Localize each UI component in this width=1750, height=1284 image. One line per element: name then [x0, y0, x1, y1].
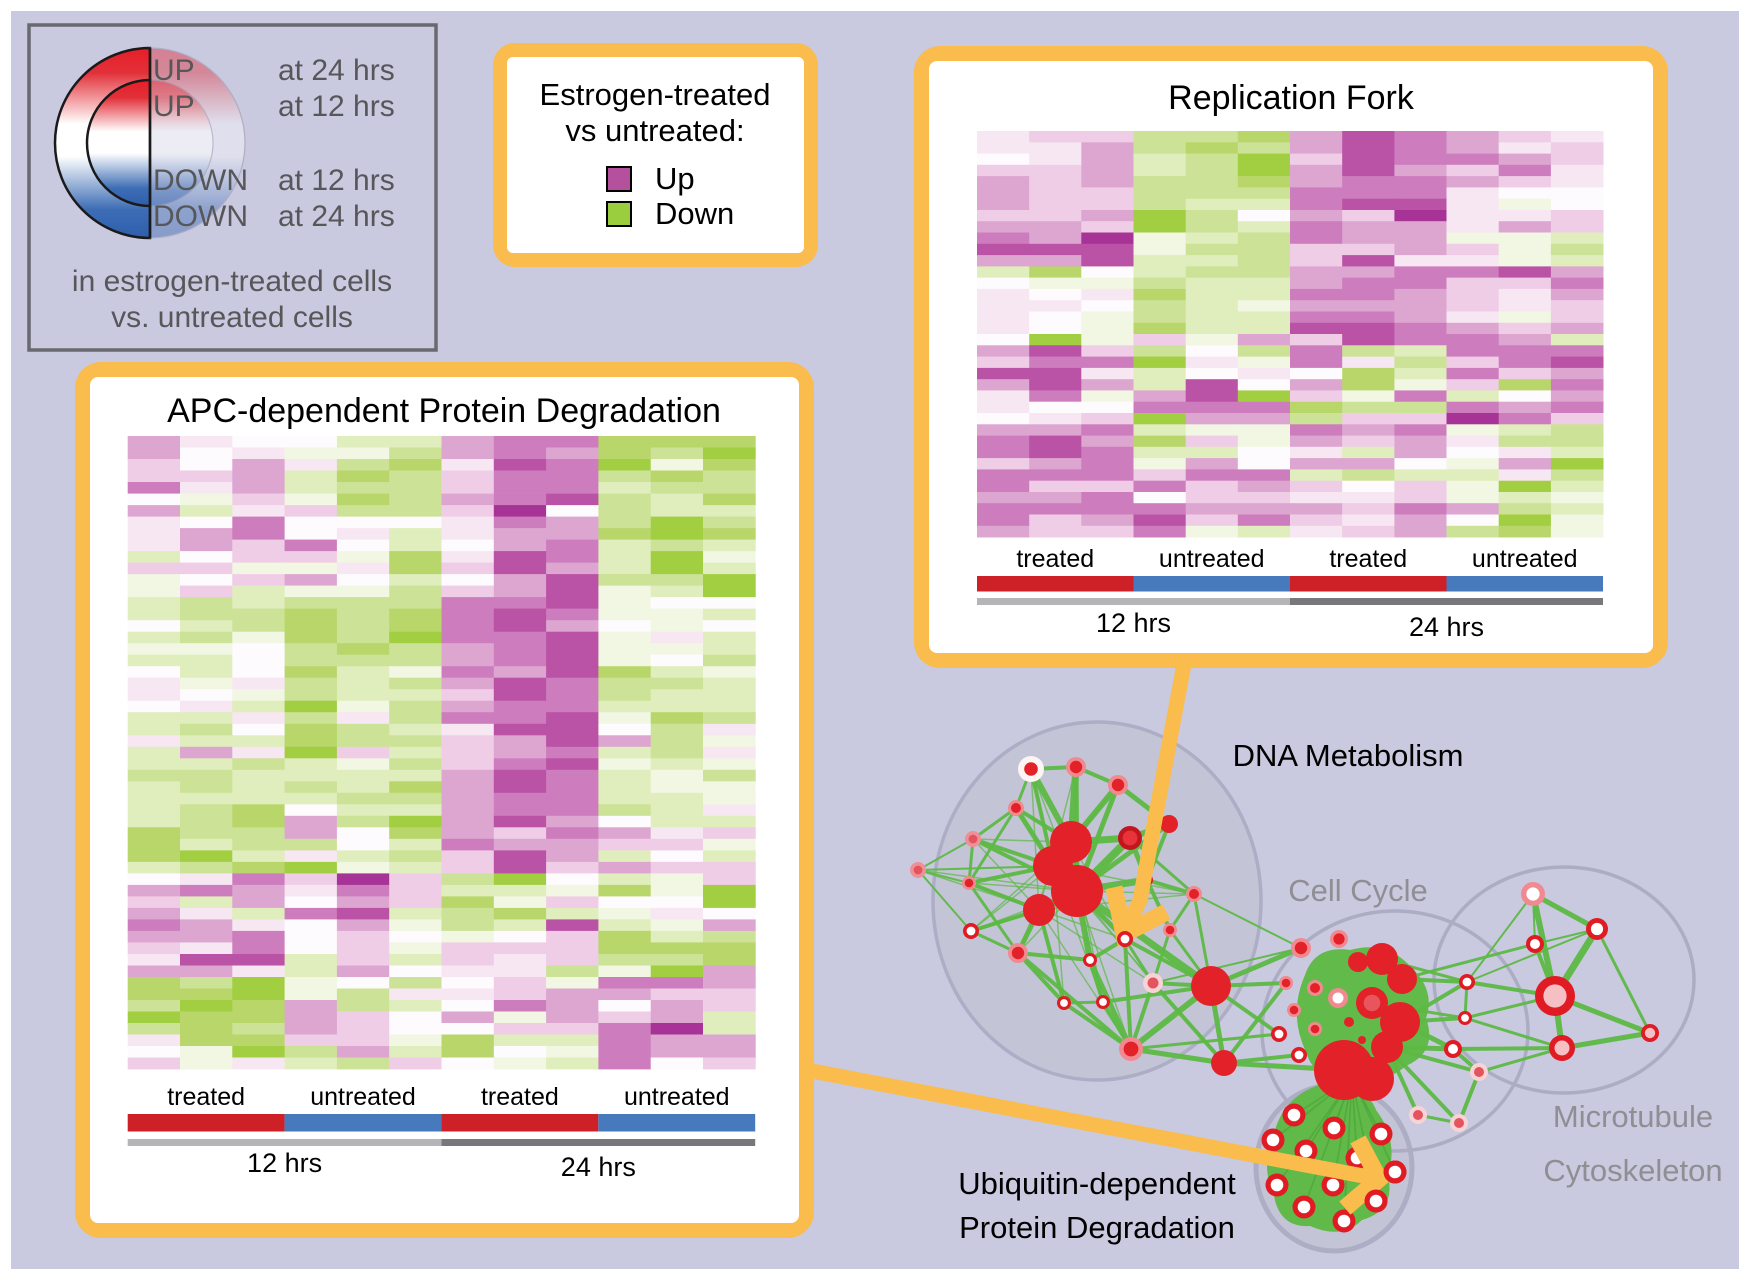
svg-text:treated: treated: [1329, 545, 1407, 573]
svg-text:Ubiquitin-dependent: Ubiquitin-dependent: [958, 1166, 1236, 1201]
svg-text:Up: Up: [655, 161, 695, 196]
svg-text:Protein Degradation: Protein Degradation: [959, 1210, 1235, 1245]
svg-text:at 12 hrs: at 12 hrs: [278, 164, 395, 197]
svg-text:untreated: untreated: [1472, 545, 1578, 573]
svg-text:UP: UP: [153, 54, 195, 87]
svg-text:24 hrs: 24 hrs: [1409, 612, 1484, 642]
svg-text:at 24 hrs: at 24 hrs: [278, 54, 395, 87]
svg-text:DOWN: DOWN: [153, 200, 248, 233]
svg-text:at 24 hrs: at 24 hrs: [278, 200, 395, 233]
svg-text:treated: treated: [167, 1083, 245, 1111]
svg-text:Replication Fork: Replication Fork: [1168, 79, 1415, 117]
svg-text:treated: treated: [1016, 545, 1094, 573]
svg-text:Cytoskeleton: Cytoskeleton: [1543, 1153, 1722, 1188]
svg-text:DNA Metabolism: DNA Metabolism: [1233, 738, 1464, 773]
svg-text:DOWN: DOWN: [153, 164, 248, 197]
svg-text:Estrogen-treated: Estrogen-treated: [540, 77, 771, 112]
svg-text:UP: UP: [153, 90, 195, 123]
svg-text:APC-dependent Protein Degradat: APC-dependent Protein Degradation: [167, 392, 721, 430]
svg-text:24 hrs: 24 hrs: [561, 1152, 636, 1182]
svg-text:treated: treated: [481, 1083, 559, 1111]
svg-text:untreated: untreated: [1159, 545, 1265, 573]
svg-text:in estrogen-treated cells: in estrogen-treated cells: [72, 265, 392, 298]
svg-text:untreated: untreated: [624, 1083, 730, 1111]
svg-text:Cell Cycle: Cell Cycle: [1288, 873, 1428, 908]
svg-text:Microtubule: Microtubule: [1553, 1099, 1713, 1134]
svg-text:vs. untreated cells: vs. untreated cells: [111, 301, 353, 334]
svg-text:at 12 hrs: at 12 hrs: [278, 90, 395, 123]
svg-text:Down: Down: [655, 196, 734, 231]
svg-text:vs untreated:: vs untreated:: [565, 113, 744, 148]
svg-text:12 hrs: 12 hrs: [1096, 608, 1171, 638]
svg-text:12 hrs: 12 hrs: [247, 1148, 322, 1178]
svg-text:untreated: untreated: [310, 1083, 416, 1111]
